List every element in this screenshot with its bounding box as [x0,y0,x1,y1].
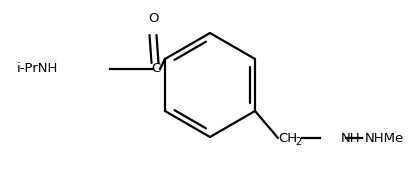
Text: O: O [148,12,158,25]
Text: C: C [151,62,160,75]
Text: 2: 2 [295,137,301,147]
Text: CH: CH [278,131,297,144]
Text: NH: NH [341,131,361,144]
Text: i-PrNH: i-PrNH [17,62,59,75]
Text: NHMe: NHMe [365,131,404,144]
